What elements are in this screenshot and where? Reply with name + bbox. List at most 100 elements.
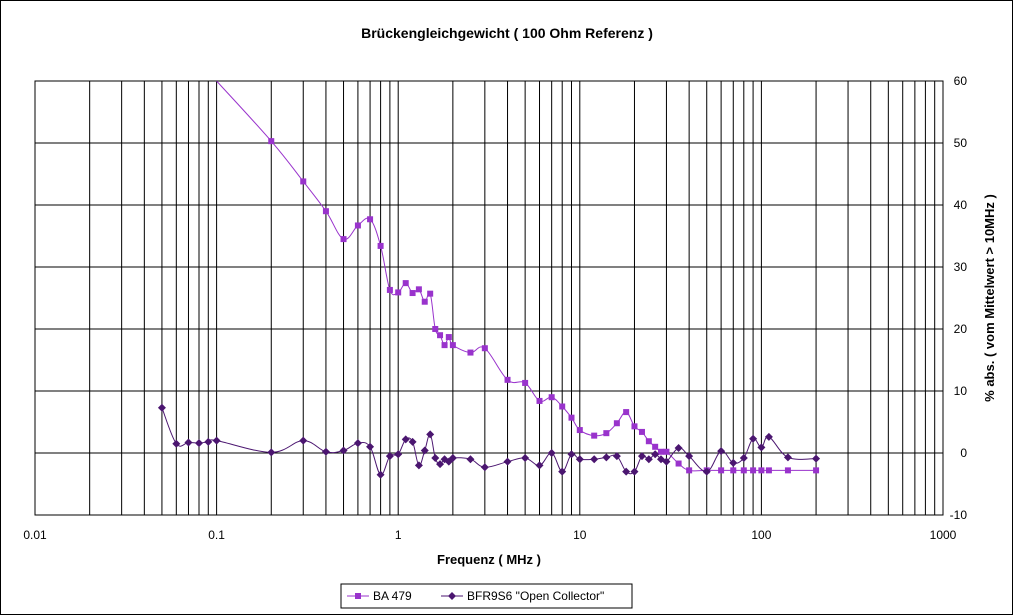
- data-point: [658, 448, 665, 455]
- data-point: [730, 467, 737, 474]
- data-point: [536, 397, 543, 404]
- data-point: [765, 467, 772, 474]
- data-point: [321, 447, 330, 456]
- data-point: [184, 438, 193, 447]
- data-point: [521, 453, 530, 462]
- data-point: [322, 208, 329, 215]
- data-point: [662, 457, 671, 466]
- legend-label: BA 479: [373, 589, 412, 603]
- data-point: [637, 452, 646, 461]
- y-tick-label: 60: [954, 74, 968, 88]
- data-point: [195, 439, 204, 448]
- x-axis-ticks: 0.01 0.1 1 10 100 1000: [23, 528, 956, 542]
- data-point: [366, 442, 375, 451]
- data-point: [431, 453, 440, 462]
- data-point: [547, 449, 556, 457]
- plot-background: [34, 80, 944, 516]
- data-point: [386, 286, 393, 293]
- data-point: [630, 467, 639, 476]
- data-point: [812, 454, 821, 463]
- data-point: [675, 460, 682, 467]
- data-point: [354, 222, 361, 229]
- data-point: [613, 420, 620, 427]
- x-tick-label: 1000: [930, 528, 957, 542]
- data-point: [652, 443, 659, 450]
- y-tick-label: 30: [954, 260, 968, 274]
- data-point: [558, 467, 567, 476]
- data-point: [394, 450, 403, 459]
- data-point: [441, 342, 448, 349]
- data-point: [740, 467, 747, 474]
- data-point: [548, 394, 555, 401]
- data-point: [576, 427, 583, 434]
- data-point: [448, 453, 457, 462]
- data-point: [591, 432, 598, 439]
- data-point: [409, 290, 416, 297]
- data-point: [559, 403, 566, 410]
- data-point: [567, 450, 576, 459]
- data-point: [522, 379, 529, 386]
- data-point: [480, 463, 489, 472]
- data-point: [717, 447, 726, 456]
- x-tick-label: 100: [751, 528, 771, 542]
- data-point: [758, 467, 765, 474]
- data-point: [415, 286, 422, 293]
- data-point: [603, 430, 610, 437]
- data-point: [385, 452, 394, 461]
- data-point: [339, 446, 348, 455]
- x-tick-label: 1: [395, 528, 402, 542]
- data-point: [503, 457, 512, 466]
- data-point: [377, 242, 384, 249]
- data-point: [436, 460, 445, 469]
- data-point: [449, 342, 456, 349]
- data-point: [437, 332, 444, 339]
- data-point: [651, 450, 660, 459]
- data-point: [504, 376, 511, 383]
- data-point: [729, 458, 738, 467]
- data-point: [702, 467, 711, 476]
- data-point: [402, 280, 409, 287]
- data-point: [631, 423, 638, 430]
- series-layer: [157, 81, 821, 479]
- data-point: [340, 236, 347, 243]
- series-2: [157, 403, 821, 479]
- data-point: [739, 453, 748, 462]
- data-point: [568, 414, 575, 421]
- data-point: [590, 455, 599, 464]
- x-tick-label: 0.01: [23, 528, 47, 542]
- data-point: [622, 467, 631, 476]
- data-point: [395, 289, 402, 296]
- data-point: [432, 326, 439, 332]
- data-point: [602, 453, 611, 462]
- data-point: [408, 437, 417, 446]
- legend: BA 479 BFR9S6 "Open Collector": [340, 583, 633, 609]
- data-point: [376, 470, 385, 479]
- data-point: [426, 430, 435, 439]
- data-point: [467, 349, 474, 356]
- data-point: [353, 439, 362, 448]
- data-point: [749, 434, 758, 443]
- data-point: [172, 439, 181, 448]
- y-tick-label: -10: [950, 508, 968, 522]
- data-point: [718, 467, 725, 474]
- legend-box: [340, 583, 633, 609]
- plot-area: [34, 80, 944, 516]
- legend-label: BFR9S6 "Open Collector": [467, 589, 604, 603]
- x-axis-title: Frequenz ( MHz ): [437, 552, 541, 567]
- data-point: [367, 216, 374, 223]
- data-point: [420, 446, 429, 455]
- data-point: [427, 290, 434, 297]
- data-point: [157, 403, 166, 412]
- data-point: [268, 138, 275, 145]
- y-tick-label: 0: [960, 446, 967, 460]
- data-point: [414, 461, 423, 470]
- data-point: [481, 345, 488, 352]
- data-point: [784, 467, 791, 474]
- data-point: [212, 436, 221, 445]
- data-point: [757, 443, 766, 452]
- data-point: [644, 455, 653, 464]
- data-point: [764, 432, 773, 441]
- data-point: [445, 334, 452, 341]
- data-point: [813, 467, 820, 474]
